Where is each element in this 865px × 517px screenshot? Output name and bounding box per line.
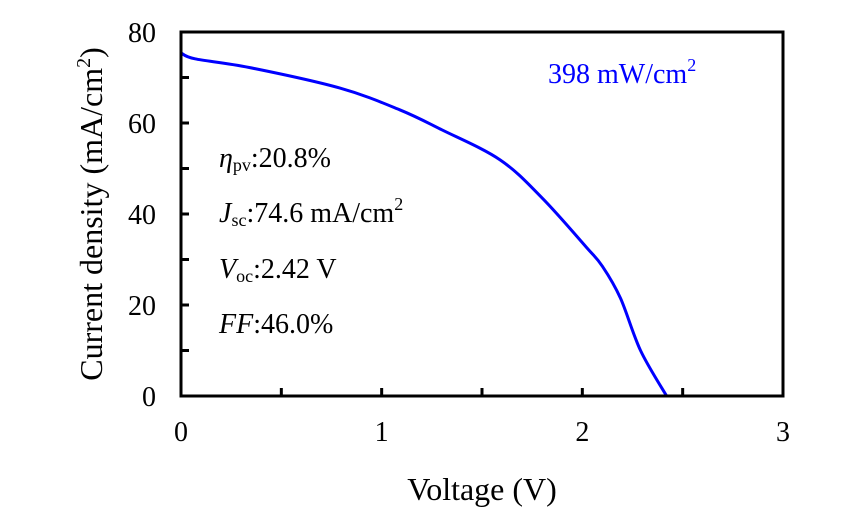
y-tick-label: 20 [128,291,156,322]
x-tick-label: 3 [776,417,790,448]
x-tick-label: 0 [174,417,188,448]
annotation-ff: FF:46.0% [218,309,333,340]
plot-frame [179,30,785,398]
x-axis-label: Voltage (V) [407,471,557,507]
annotation-eta: ηpv:20.8% [219,143,331,175]
x-tick-label: 2 [575,417,589,448]
y-tick-label: 60 [128,109,156,140]
y-tick-label: 0 [142,382,156,413]
annotation-jsc: Jsc:74.6 mA/cm2 [219,194,403,230]
x-tick-label: 1 [375,417,389,448]
jv-curve [180,51,668,397]
annotation-voc: Voc:2.42 V [219,254,337,286]
y-tick-label: 80 [128,18,156,49]
y-axis-label: Current density (mA/cm2) [73,47,109,380]
legend-label: 398 mW/cm2 [548,55,696,90]
y-tick-label: 40 [128,200,156,231]
